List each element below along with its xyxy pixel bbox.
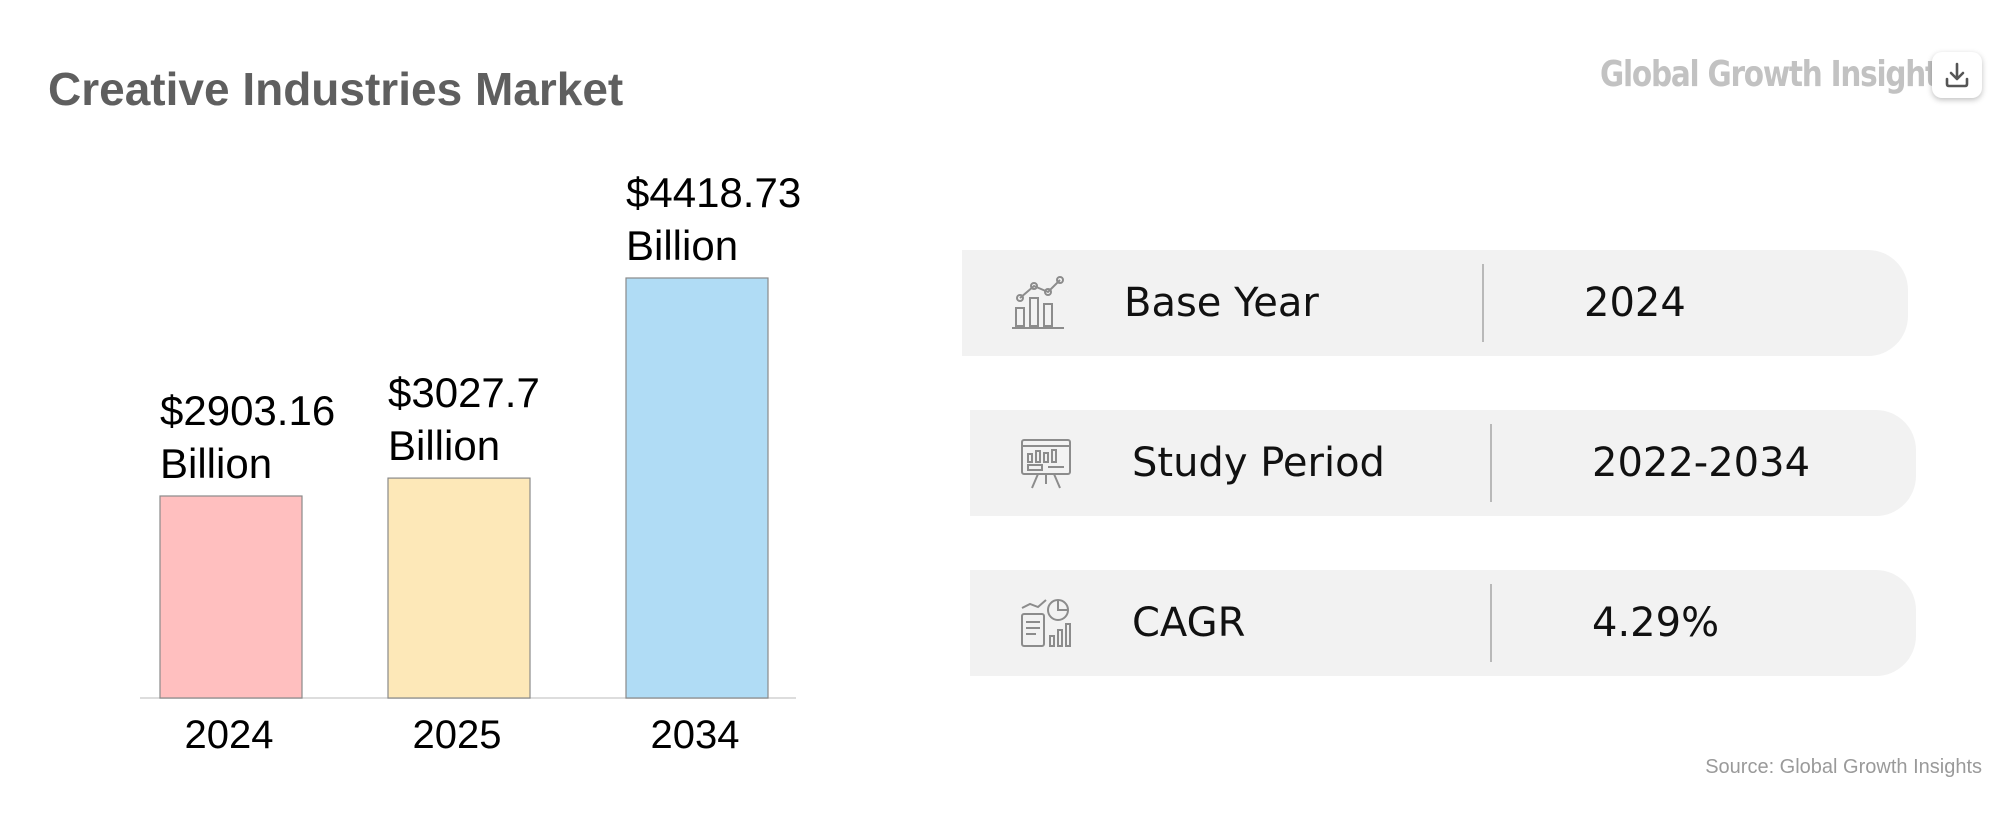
x-tick-label: 2024 — [185, 713, 274, 757]
data-label-unit: Billion — [388, 422, 500, 469]
data-label-value: $2903.16 — [160, 387, 335, 434]
info-card-base-year: Base Year 2024 — [962, 250, 1908, 356]
divider — [1490, 424, 1492, 502]
download-icon — [1945, 62, 1969, 88]
info-label: Base Year — [1124, 280, 1319, 326]
brand-logo-text: Global Growth Insights — [1600, 54, 1956, 95]
info-card-cagr: CAGR 4.29% — [970, 570, 1916, 676]
bar-line-chart-icon — [1012, 276, 1064, 329]
info-value: 4.29% — [1592, 600, 1720, 646]
data-label-unit: Billion — [160, 440, 272, 487]
info-label: CAGR — [1132, 600, 1246, 646]
presentation-board-icon — [1021, 439, 1071, 489]
bar-2024 — [159, 495, 303, 699]
report-pie-chart-icon — [1021, 599, 1071, 647]
page-title: Creative Industries Market — [48, 63, 624, 115]
data-label-value: $4418.73 — [626, 169, 801, 216]
x-tick-label: 2025 — [413, 713, 502, 757]
download-button[interactable] — [1932, 52, 1982, 98]
bar-2025 — [387, 477, 531, 699]
source-note: Source: Global Growth Insights — [1705, 756, 1982, 778]
bar-2034 — [625, 277, 769, 699]
data-label-value: $3027.7 — [388, 369, 540, 416]
x-tick-label: 2034 — [651, 713, 740, 757]
divider — [1482, 264, 1484, 342]
info-value: 2024 — [1584, 280, 1686, 326]
info-label: Study Period — [1132, 440, 1385, 486]
divider — [1490, 584, 1492, 662]
bar-chart: $2903.16 Billion 2024 $3027.7 Billion 2025 $44… — [140, 169, 801, 757]
info-value: 2022-2034 — [1592, 440, 1811, 486]
info-card-study-period: Study Period 2022-2034 — [970, 410, 1916, 516]
data-label-unit: Billion — [626, 222, 738, 269]
